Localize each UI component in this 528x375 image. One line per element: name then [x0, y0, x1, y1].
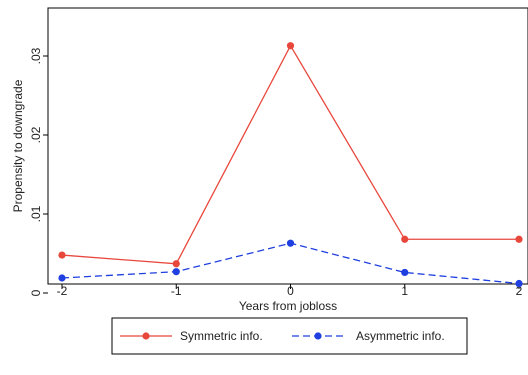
legend: Symmetric info. Asymmetric info. [111, 317, 468, 355]
series-1-point [515, 235, 523, 243]
x-tick-label: -1 [171, 284, 182, 298]
x-axis-title: Years from jobloss [239, 299, 337, 313]
legend-marker-1 [142, 332, 150, 340]
series-layer [58, 42, 523, 288]
plot-frame [47, 7, 528, 285]
legend-box [111, 317, 468, 355]
y-tick-label: .02 [29, 126, 43, 143]
series-2-point [286, 239, 295, 247]
legend-marker-2 [314, 332, 322, 340]
y-axis: 0 .01 .02 .03 [29, 47, 48, 296]
y-tick-label: .03 [29, 47, 43, 64]
series-1-point [172, 260, 180, 268]
x-axis: -2 -1 0 1 2 [57, 284, 523, 298]
x-tick-label: 1 [401, 284, 408, 298]
y-axis-title: Propensity to downgrade [11, 79, 25, 212]
x-tick-label: -2 [57, 284, 68, 298]
series-line-1 [61, 44, 519, 265]
y-tick-label: 0 [29, 289, 43, 296]
legend-label-1: Symmetric info. [180, 329, 263, 343]
series-2-point [58, 274, 66, 282]
legend-label-2: Asymmetric info. [356, 329, 445, 343]
series-2-point [401, 268, 409, 277]
x-tick-label: 0 [287, 284, 294, 298]
series-1-point [58, 251, 66, 259]
series-2-point [172, 268, 180, 276]
series-1-point [286, 42, 295, 50]
y-tick-label: .01 [29, 205, 43, 222]
x-tick-label: 2 [516, 284, 523, 298]
series-line-2 [61, 242, 520, 285]
series-2-point [515, 279, 523, 288]
series-1-point [401, 235, 409, 243]
